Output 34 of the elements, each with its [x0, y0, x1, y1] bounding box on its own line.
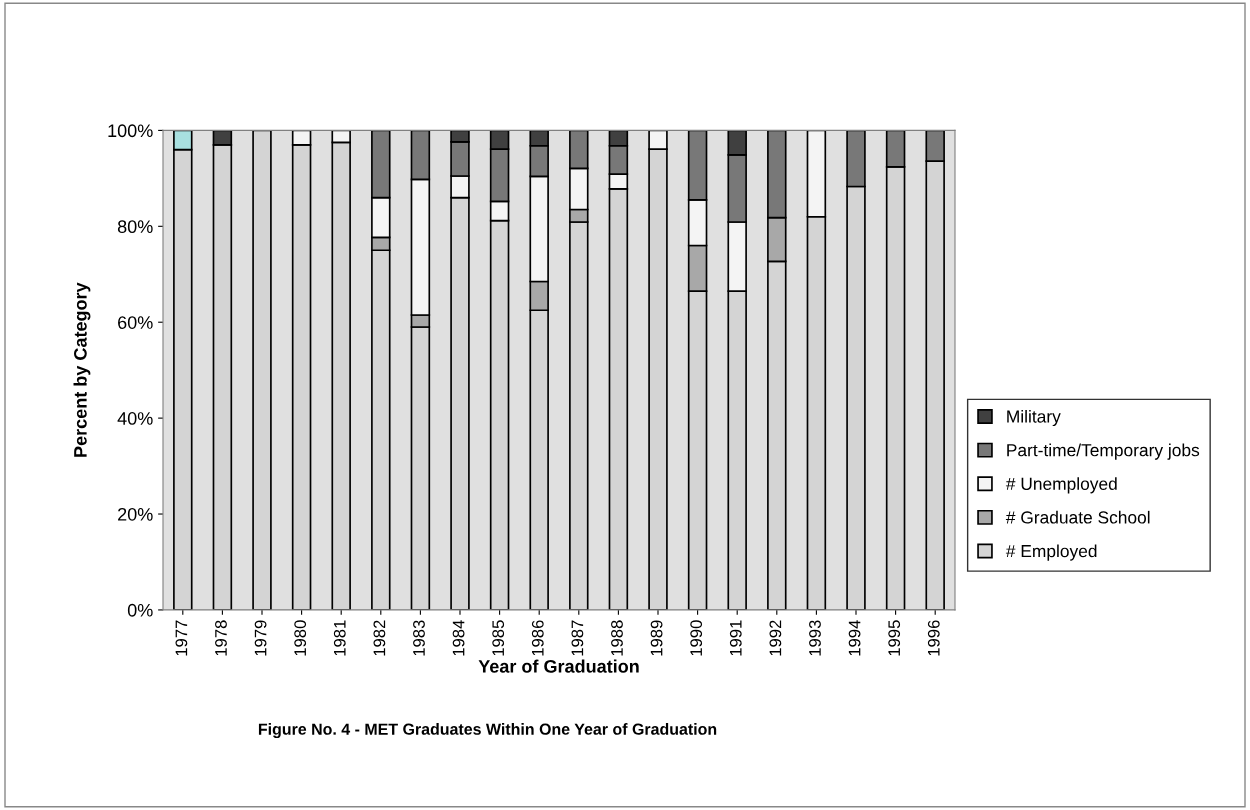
- x-tick-label: 1984: [452, 620, 465, 656]
- legend-label: # Unemployed: [1005, 477, 1117, 494]
- x-tick-label: 1987: [571, 620, 584, 656]
- y-tick-label: 60%: [118, 316, 153, 329]
- x-tick-label: 1978: [215, 620, 227, 656]
- x-tick-label: 1993: [809, 620, 821, 656]
- x-tick-label: 1980: [294, 620, 307, 656]
- x-tick-label: 1979: [254, 620, 267, 656]
- x-tick-label: 1992: [769, 620, 782, 656]
- x-tick-label: 1977: [175, 620, 188, 656]
- x-tick-label: 1990: [690, 620, 703, 656]
- x-tick-label: 1989: [650, 620, 663, 656]
- x-axis-title: Year of Graduation: [478, 659, 639, 673]
- legend-label: Part-time/Temporary jobs: [1007, 443, 1200, 460]
- y-axis-title: Percent by Category: [73, 282, 91, 457]
- y-tick-label: 20%: [118, 507, 153, 521]
- x-tick-label: 1996: [927, 620, 940, 656]
- x-tick-label: 1988: [611, 620, 623, 656]
- legend-label: Military: [1007, 409, 1061, 427]
- x-tick-label: 1985: [492, 620, 505, 656]
- y-tick-label: 100%: [108, 124, 153, 138]
- x-tick-label: 1982: [373, 620, 386, 656]
- y-tick-label: 0%: [127, 603, 153, 617]
- x-tick-label: 1994: [848, 620, 861, 656]
- legend-label: # Graduate School: [1005, 510, 1150, 524]
- legend-label: # Employed: [1005, 544, 1097, 561]
- x-tick-label: 1981: [333, 620, 346, 656]
- x-tick-label: 1983: [413, 620, 425, 656]
- y-tick-label: 40%: [117, 412, 153, 425]
- x-tick-label: 1995: [888, 620, 901, 656]
- x-tick-label: 1986: [531, 620, 544, 656]
- text: Figure No. 4 - MET Graduates Within One Year of Graduation: [258, 723, 717, 739]
- y-tick-label: 80%: [117, 220, 153, 234]
- x-tick-label: 1991: [729, 620, 742, 656]
